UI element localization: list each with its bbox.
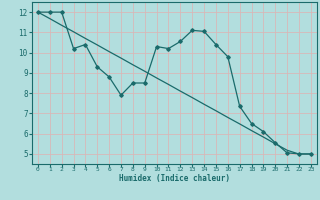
X-axis label: Humidex (Indice chaleur): Humidex (Indice chaleur) bbox=[119, 174, 230, 183]
